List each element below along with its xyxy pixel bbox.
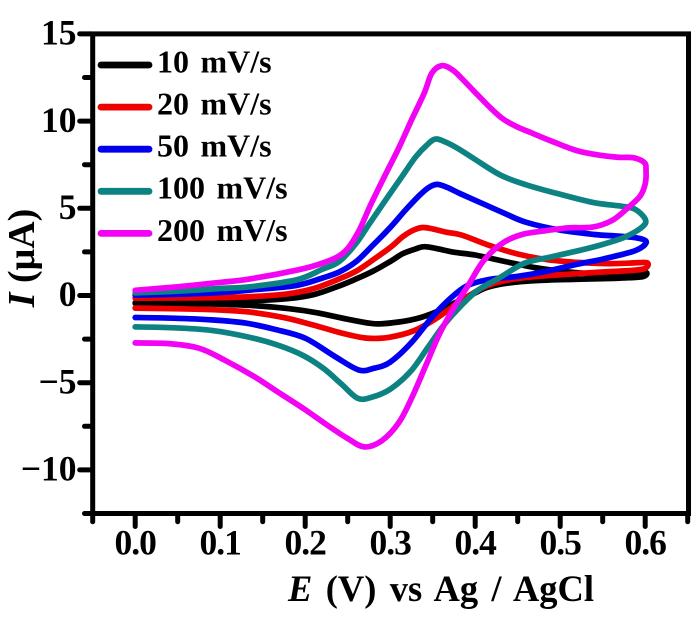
svg-text:−5: −5 [39,361,77,401]
svg-text:50 mV/s: 50 mV/s [157,128,272,164]
svg-text:5: 5 [59,187,77,227]
svg-text:0.6: 0.6 [625,523,667,563]
svg-text:20 mV/s: 20 mV/s [157,86,272,122]
svg-text:15: 15 [41,13,77,53]
svg-text:200 mV/s: 200 mV/s [157,212,288,248]
svg-text:0: 0 [59,274,77,314]
svg-text:10: 10 [41,100,77,140]
svg-text:0.4: 0.4 [455,523,498,563]
svg-text:100 mV/s: 100 mV/s [157,170,288,206]
svg-text:0.1: 0.1 [200,523,241,563]
svg-text:0.2: 0.2 [285,523,327,563]
svg-text:0.5: 0.5 [540,523,582,563]
svg-text:E (V) vs Ag / AgCl: E (V) vs Ag / AgCl [287,568,594,609]
svg-text:0.3: 0.3 [370,523,412,563]
svg-text:0.0: 0.0 [115,523,157,563]
svg-text:10 mV/s: 10 mV/s [157,43,272,79]
svg-text:I (μA): I (μA) [1,209,43,309]
svg-text:−10: −10 [21,449,77,489]
